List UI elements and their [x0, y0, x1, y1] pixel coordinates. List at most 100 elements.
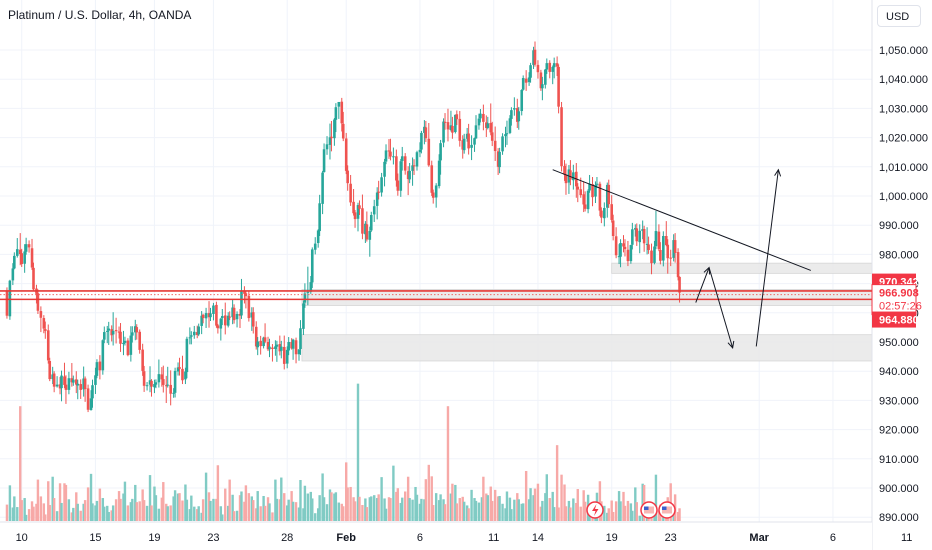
candle-body [586, 190, 590, 210]
candle-body [377, 191, 380, 193]
volume-bar [498, 495, 501, 521]
candle-body [178, 367, 181, 369]
volume-bar [536, 483, 540, 521]
candle-body [228, 316, 231, 318]
volume-bar [377, 494, 380, 521]
volume-bar [545, 474, 548, 521]
candle-body [504, 134, 507, 137]
volume-bar [557, 507, 560, 521]
candle-body [200, 315, 203, 326]
candle-body [195, 332, 199, 335]
volume-bar [396, 488, 400, 521]
volume-bar [16, 507, 19, 521]
candle-body [607, 184, 611, 205]
volume-bar [485, 493, 488, 521]
candle-body [221, 316, 224, 319]
candle-body [623, 246, 627, 250]
candle-body [626, 249, 630, 262]
candle-body [408, 170, 411, 180]
projection-down [708, 267, 734, 348]
volume-bar [634, 487, 637, 521]
volume-bar [510, 509, 513, 521]
lightning-icon[interactable] [586, 501, 604, 519]
volume-bar [603, 505, 606, 521]
volume-bar [79, 510, 82, 521]
volume-bar [548, 498, 551, 521]
candle-body [403, 156, 407, 171]
candle-body [325, 144, 329, 150]
candle-body [5, 290, 9, 316]
volume-bar [160, 497, 164, 521]
candle-body [605, 184, 609, 208]
support-price-label: 964.880 [872, 311, 919, 328]
candle-body [259, 340, 262, 347]
candle-body [209, 313, 212, 318]
candle-body [52, 373, 56, 387]
volume-bar [176, 493, 180, 521]
candle-body [79, 384, 82, 390]
lightning-icon-bolt [592, 504, 599, 516]
volume-bar [611, 511, 615, 521]
candle-body [520, 90, 524, 112]
volume-bar [306, 493, 310, 521]
candle-body [603, 207, 606, 219]
time-tick-label: 11 [901, 532, 912, 544]
volume-bar [375, 498, 379, 521]
volume-bar [458, 498, 461, 521]
volume-bar [424, 479, 428, 521]
candle-body [411, 165, 414, 171]
volume-bar [489, 486, 492, 521]
candle-body [664, 236, 668, 246]
candle-body [310, 249, 314, 283]
volume-bar [496, 496, 500, 521]
volume-bar [411, 499, 414, 521]
candle-body [150, 380, 153, 387]
currency-button[interactable]: USD [877, 5, 921, 27]
volume-bar [268, 503, 271, 521]
candle-body [216, 325, 220, 329]
candle-body [369, 214, 373, 231]
flag-icon-canton [662, 506, 667, 510]
candle-body [110, 329, 113, 336]
candle-body [197, 326, 200, 335]
candle-body [498, 151, 501, 168]
volume-bar [309, 491, 312, 521]
time-tick-label: 19 [606, 532, 618, 544]
candle-body [278, 344, 282, 352]
volume-bar [389, 498, 392, 521]
flag-icon[interactable] [640, 501, 658, 519]
candle-body [396, 180, 400, 191]
volume-bar [321, 473, 324, 521]
candle-body [173, 370, 177, 393]
volume-bar [353, 501, 357, 521]
time-tick-label: 15 [89, 532, 101, 544]
candle-body [529, 65, 532, 78]
volume-bar [67, 499, 71, 521]
candle-body [420, 132, 423, 150]
candle-body [430, 165, 434, 193]
time-tick-label: 23 [665, 532, 677, 544]
candle-body [36, 293, 40, 311]
candle-body [516, 108, 519, 122]
candle-body [318, 203, 321, 232]
volume-bar [58, 483, 62, 521]
volume-bar [231, 494, 234, 521]
volume-bar [465, 505, 469, 521]
volume-bar [178, 493, 181, 521]
time-axis[interactable]: 1015192328Feb611141923Mar61114 [0, 521, 932, 550]
volume-bar [36, 479, 40, 521]
volume-bar [678, 508, 681, 521]
event-markers[interactable] [586, 501, 676, 519]
volume-bar [188, 509, 192, 521]
volume-bar [27, 509, 31, 521]
volume-bar [342, 506, 345, 521]
candle-body [89, 398, 93, 411]
candle-body [541, 84, 544, 89]
volume-bar [504, 508, 507, 521]
candle-body [482, 113, 485, 122]
flag-icon[interactable] [658, 501, 676, 519]
candle-body [657, 231, 661, 250]
volume-bar [60, 502, 63, 521]
